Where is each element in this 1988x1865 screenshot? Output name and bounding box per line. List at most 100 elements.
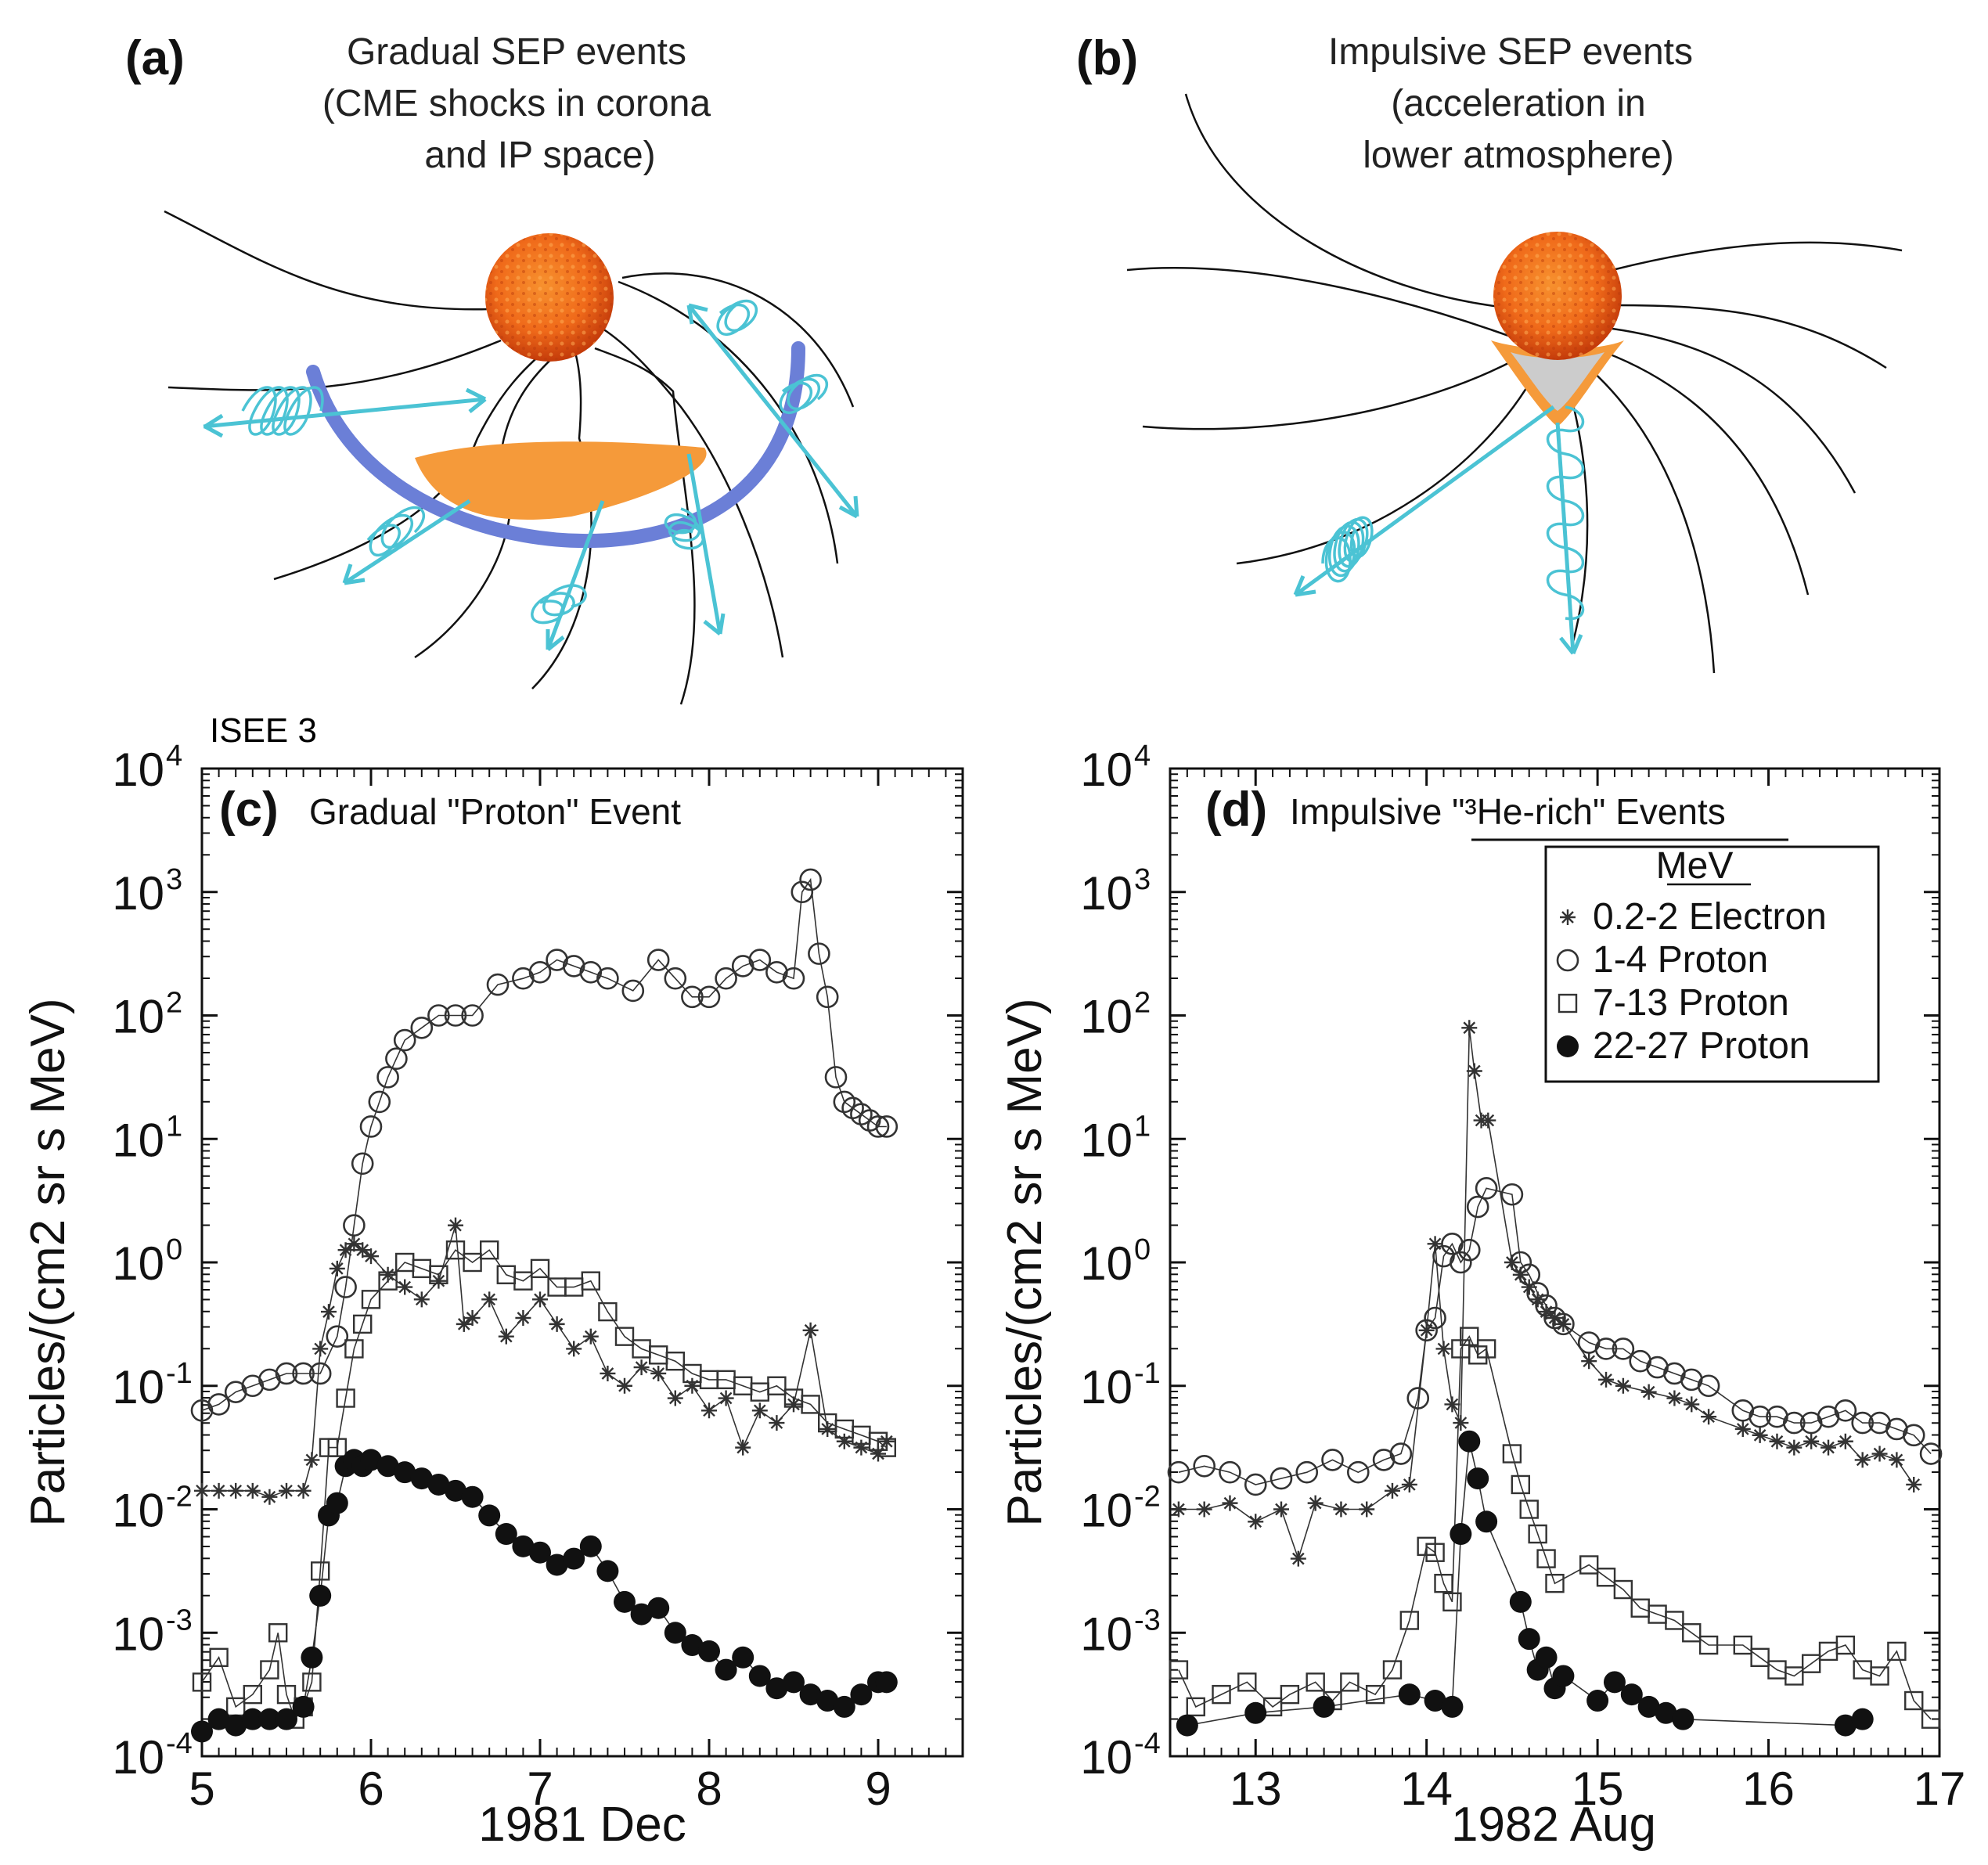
data-point — [368, 1090, 391, 1114]
data-point — [1441, 1695, 1464, 1718]
chart-d-xtick-label: 14 — [1400, 1762, 1453, 1815]
data-point — [836, 1433, 852, 1449]
data-point — [1612, 1338, 1635, 1360]
data-point — [1555, 1316, 1572, 1332]
data-point — [312, 1341, 329, 1357]
chart-d-ytick-label: 10 — [1080, 1485, 1133, 1537]
data-point — [783, 1671, 805, 1694]
data-point — [782, 967, 805, 990]
data-point — [276, 1708, 297, 1730]
data-point — [1425, 1543, 1445, 1562]
chart-d-legend: MeV 0.2-2 Electron 1-4 Proton 7-13 Proto… — [1471, 838, 1880, 1083]
legend-entry-electron: 0.2-2 Electron — [1593, 896, 1827, 938]
data-point — [329, 1260, 345, 1276]
panel-b: (b) Impulsive SEP events (acceleration i… — [1076, 31, 1903, 674]
data-point — [1389, 1442, 1413, 1465]
data-point — [321, 1304, 337, 1320]
data-point — [1306, 1672, 1325, 1692]
data-point — [748, 1665, 771, 1687]
data-point — [192, 1672, 212, 1692]
data-point — [1919, 1442, 1943, 1465]
data-point — [1186, 1697, 1205, 1717]
data-point — [1466, 1063, 1482, 1079]
data-point — [1528, 1524, 1547, 1544]
data-point — [1786, 1439, 1803, 1456]
data-point — [1579, 1555, 1599, 1575]
data-point — [353, 1314, 373, 1334]
sun-b — [1493, 232, 1622, 360]
data-point — [1545, 1573, 1565, 1593]
chart-d-ytick-exponent: 0 — [1134, 1233, 1151, 1266]
data-point — [1219, 1460, 1241, 1484]
chart-d-xtick-label: 17 — [1914, 1762, 1966, 1815]
chart-d-xlabel: 1982 Aug — [1451, 1798, 1656, 1852]
data-point — [1401, 1476, 1417, 1492]
data-point — [355, 1242, 371, 1258]
data-point — [380, 1266, 396, 1283]
chart-c-ytick-label: 10 — [112, 867, 164, 920]
chart-d-ytick-exponent: -3 — [1134, 1604, 1161, 1636]
data-point — [360, 1449, 382, 1471]
series-connector — [1178, 1187, 1932, 1485]
data-point — [1870, 1666, 1889, 1686]
data-point — [276, 1684, 297, 1705]
data-point — [258, 1368, 281, 1392]
chart-d-ytick-exponent: -2 — [1134, 1481, 1161, 1514]
data-point — [244, 1482, 261, 1499]
data-point — [1502, 1444, 1522, 1464]
data-point — [1340, 1672, 1360, 1692]
data-point — [579, 1535, 602, 1557]
data-point — [334, 1276, 357, 1298]
data-point — [853, 1439, 870, 1456]
chart-d-ytick-exponent: 3 — [1134, 863, 1151, 896]
data-point — [1313, 1695, 1335, 1718]
data-point — [681, 1634, 704, 1657]
data-point — [512, 967, 535, 990]
data-point — [877, 1438, 897, 1457]
data-point — [1458, 1430, 1481, 1453]
chart-c-ytick-label: 10 — [112, 1485, 164, 1537]
data-point — [1871, 1446, 1888, 1462]
data-point — [275, 1362, 298, 1385]
data-point — [1834, 1399, 1857, 1422]
legend-marker-1-4-proton — [1556, 949, 1579, 972]
data-point — [241, 1374, 265, 1398]
data-point — [1382, 1660, 1403, 1680]
panel-b-title-line3: lower atmosphere) — [1363, 135, 1674, 176]
data-point — [1769, 1433, 1785, 1449]
chart-d-ytick-label: 10 — [1080, 867, 1133, 920]
data-point — [1594, 1338, 1618, 1360]
data-point — [1640, 1384, 1657, 1400]
data-point — [875, 1671, 898, 1694]
data-point — [802, 1322, 819, 1338]
chart-d-ytick-label: 10 — [1080, 1114, 1133, 1166]
data-point — [1504, 1255, 1520, 1270]
data-point — [1749, 1405, 1771, 1428]
data-point — [698, 1640, 720, 1662]
data-point — [225, 1714, 247, 1737]
series-connector — [202, 1225, 888, 1498]
data-point — [445, 1479, 466, 1502]
impulsive-spirals — [1293, 405, 1585, 655]
chart-c-frame — [200, 767, 964, 1758]
series-connector — [1187, 1441, 1863, 1726]
data-point — [1442, 1592, 1462, 1612]
data-point — [1672, 1708, 1694, 1730]
chart-d: (d) Impulsive "³He-rich" Events 10-410-3… — [998, 740, 1965, 1852]
chart-c-xtick-label: 5 — [189, 1762, 214, 1815]
data-point — [1586, 1690, 1609, 1712]
legend-entry-7-13-proton: 7-13 Proton — [1593, 982, 1789, 1024]
legend-entry-1-4-proton: 1-4 Proton — [1593, 939, 1768, 981]
legend-title: MeV — [1656, 845, 1734, 887]
data-point — [582, 1328, 599, 1345]
data-point — [633, 1359, 650, 1376]
data-point — [1434, 1573, 1453, 1593]
chart-d-series — [1167, 1020, 1943, 1737]
data-point — [1248, 1514, 1264, 1530]
data-point — [292, 1362, 315, 1385]
data-point — [224, 1381, 247, 1403]
data-point — [1480, 1112, 1496, 1129]
data-point — [346, 1236, 362, 1252]
data-point — [1803, 1433, 1820, 1449]
